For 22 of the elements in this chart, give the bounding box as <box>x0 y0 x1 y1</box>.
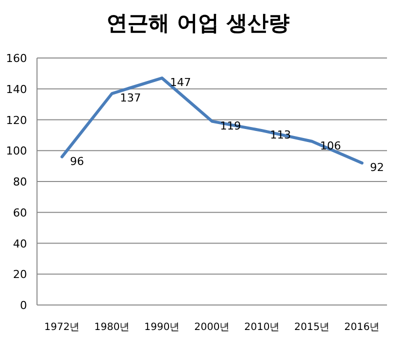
y-tick-label: 60 <box>13 206 27 220</box>
x-tick-label: 1980년 <box>94 322 130 333</box>
data-label: 137 <box>120 92 141 105</box>
y-tick-label: 140 <box>6 82 27 96</box>
x-tick-label: 1990년 <box>144 322 180 333</box>
y-tick-label: 20 <box>13 268 27 282</box>
x-tick-label: 2000년 <box>194 322 230 333</box>
line-series <box>60 76 364 164</box>
x-tick-label: 2016년 <box>344 322 380 333</box>
data-label: 92 <box>370 160 384 174</box>
y-tick-label: 80 <box>13 176 27 188</box>
y-tick-label: 160 <box>6 52 27 65</box>
chart-title: 연근해 어업 생산량 <box>106 11 290 35</box>
data-label: 96 <box>70 154 84 168</box>
y-tick-label: 40 <box>13 237 27 250</box>
y-tick-label: 120 <box>6 114 27 127</box>
y-tick-label: 100 <box>6 144 27 158</box>
x-tick-label: 1972년 <box>44 322 80 333</box>
x-tick-label: 2015년 <box>294 322 330 333</box>
x-tick-label: 2010년 <box>244 322 280 333</box>
data-label: 147 <box>170 76 191 90</box>
y-tick-label: 0 <box>20 299 27 312</box>
